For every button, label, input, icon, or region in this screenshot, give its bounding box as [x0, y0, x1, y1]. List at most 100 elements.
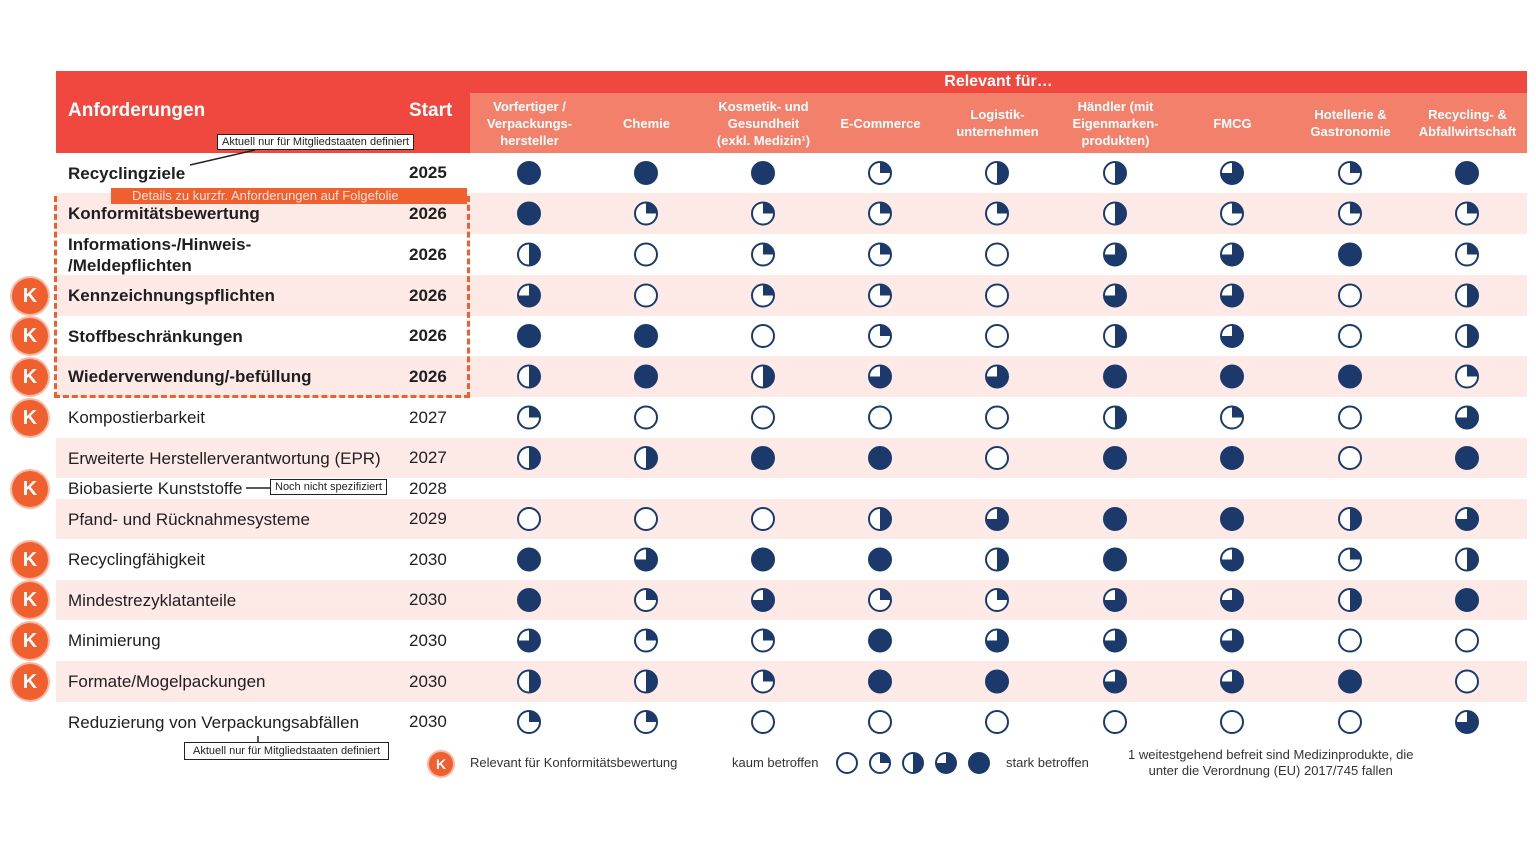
k-badge: K — [12, 399, 48, 436]
row-stripe — [56, 499, 1527, 539]
impact-circle — [1338, 446, 1362, 470]
impact-circle — [985, 161, 1009, 185]
row-start-year: 2026 — [409, 203, 447, 223]
k-badge: K — [12, 582, 48, 618]
legend-circle-3 — [935, 752, 957, 774]
legend-circle-2 — [902, 752, 924, 774]
impact-circle — [1455, 628, 1479, 653]
impact-circle — [1455, 446, 1479, 470]
row-stripe — [56, 275, 1527, 316]
impact-circle — [868, 446, 892, 470]
impact-circle — [1338, 242, 1362, 267]
row-label: Reduzierung von Verpackungsabfällen — [68, 712, 360, 732]
impact-circle — [985, 710, 1009, 734]
impact-circle — [1220, 588, 1244, 612]
column-header-2: Kosmetik- und Gesundheit (exkl. Medizin¹… — [716, 98, 811, 148]
impact-circle — [1455, 669, 1479, 694]
impact-circle — [868, 161, 892, 185]
impact-circle — [634, 507, 658, 531]
impact-circle — [1220, 242, 1244, 267]
impact-circle — [634, 669, 658, 694]
column-header-3: E-Commerce — [840, 115, 921, 131]
impact-circle — [1103, 628, 1127, 653]
legend-circle-1 — [869, 752, 891, 774]
row-label: Wiederverwendung/-befüllung — [68, 367, 312, 386]
impact-circle — [1103, 201, 1127, 226]
impact-circle — [1455, 547, 1479, 572]
impact-circle — [1338, 507, 1362, 531]
impact-circle — [1220, 710, 1244, 734]
row-label: Erweiterte Herstellerverantwortung (EPR) — [68, 448, 381, 468]
impact-circle — [634, 324, 658, 348]
row-start-year: 2030 — [409, 712, 447, 731]
callout-not-specified: Noch nicht spezifiziert — [270, 479, 387, 495]
impact-circle — [751, 161, 775, 185]
impact-circle — [1103, 669, 1127, 694]
impact-circle — [985, 405, 1009, 430]
impact-circle — [1220, 547, 1244, 572]
impact-circle — [1220, 405, 1244, 430]
k-badge: K — [12, 663, 48, 700]
row-start-year: 2025 — [409, 163, 447, 182]
row-start-year: 2028 — [409, 478, 447, 498]
row-stripe — [56, 661, 1527, 702]
impact-circle — [751, 364, 775, 389]
impact-circle — [985, 201, 1009, 226]
impact-circle — [634, 446, 658, 470]
impact-circle — [517, 283, 541, 308]
k-badge: K — [12, 622, 48, 659]
row-impact-circles — [517, 283, 1479, 308]
impact-circle — [1338, 283, 1362, 308]
k-badge: K — [12, 358, 48, 395]
impact-circle — [1220, 628, 1244, 653]
impact-circle — [634, 242, 658, 267]
impact-circle — [1103, 324, 1127, 348]
impact-circle — [985, 628, 1009, 653]
impact-circle — [1220, 161, 1244, 185]
short-term-dashed-box — [54, 196, 470, 398]
row-stripe — [56, 438, 1527, 478]
row-stripe — [56, 580, 1527, 620]
footnote: 1 weitestgehend befreit sind Medizinprod… — [1128, 747, 1414, 778]
impact-circle — [517, 161, 541, 185]
impact-circle — [751, 628, 775, 653]
impact-circle — [868, 324, 892, 348]
row-impact-circles — [517, 547, 1479, 572]
impact-circle — [517, 405, 541, 430]
impact-circle — [985, 588, 1009, 612]
impact-circle — [1455, 507, 1479, 531]
k-badge: K — [12, 470, 48, 507]
impact-circle — [1103, 242, 1127, 267]
row-impact-circles — [517, 201, 1479, 226]
impact-circle — [1338, 547, 1362, 572]
row-impact-circles — [517, 507, 1479, 531]
impact-circle — [1103, 405, 1127, 430]
impact-circle — [1338, 710, 1362, 734]
impact-circle — [1220, 283, 1244, 308]
impact-circle — [634, 364, 658, 389]
impact-circle — [751, 242, 775, 267]
row-label: Biobasierte Kunststoffe — [68, 479, 243, 498]
legend-low: kaum betroffen — [732, 755, 819, 770]
impact-circle — [751, 507, 775, 531]
impact-circle — [985, 507, 1009, 531]
impact-circle — [985, 324, 1009, 348]
row-start-year: 2030 — [409, 630, 447, 650]
legend-k-text: Relevant für Konformitätsbewertung — [470, 755, 678, 770]
impact-circle — [751, 669, 775, 694]
row-stripe — [56, 356, 1527, 397]
impact-circle — [1103, 161, 1127, 185]
impact-circle — [868, 283, 892, 308]
legend-k-badge: K — [429, 752, 453, 776]
impact-circle — [634, 547, 658, 572]
header-columns-band — [470, 93, 1527, 153]
impact-circle — [751, 405, 775, 430]
impact-circle — [985, 283, 1009, 308]
impact-circle — [868, 669, 892, 694]
legend-circle-0 — [836, 752, 858, 774]
column-header-7: Hotellerie & Gastronomie — [1310, 107, 1391, 139]
legend-circle-4 — [968, 752, 990, 774]
k-badge: K — [12, 541, 48, 578]
impact-circle — [868, 242, 892, 267]
row-impact-circles — [517, 364, 1479, 389]
